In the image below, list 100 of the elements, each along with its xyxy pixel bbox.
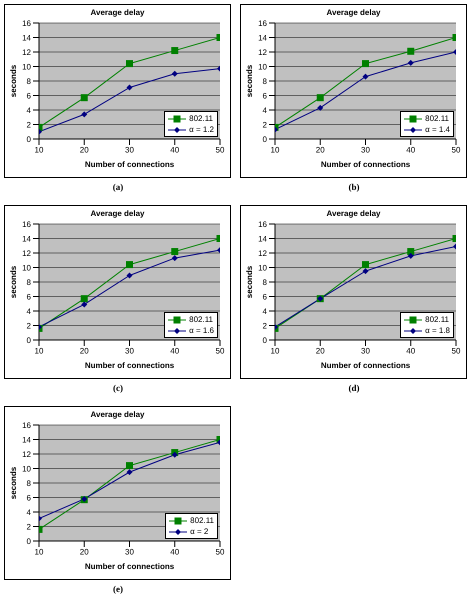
- point: [172, 255, 178, 262]
- y-tick-label: 2: [26, 522, 32, 532]
- x-tick-label: 20: [80, 548, 90, 557]
- x-tick-label: 10: [34, 146, 44, 155]
- y-axis-title: seconds: [244, 64, 254, 98]
- point: [362, 74, 368, 80]
- point: [408, 252, 414, 259]
- y-axis-title: seconds: [8, 64, 18, 98]
- point: [407, 248, 414, 256]
- y-tick-label: 14: [258, 33, 268, 42]
- point: [362, 60, 369, 68]
- y-tick-label: 6: [26, 493, 32, 502]
- legend-label: 802.11: [189, 314, 213, 324]
- point: [126, 261, 133, 268]
- y-tick-label: 4: [26, 306, 32, 316]
- x-tick-label: 40: [406, 146, 416, 155]
- x-tick-label: 10: [34, 548, 44, 557]
- y-axis-title: seconds: [8, 466, 18, 500]
- y-tick-label: 12: [22, 248, 32, 258]
- y-tick-label: 16: [22, 220, 32, 229]
- x-axis-title: Number of connections: [84, 562, 175, 571]
- x-tick-label: 40: [170, 548, 180, 557]
- x-axis-title: Number of connections: [84, 361, 175, 370]
- x-tick-label: 20: [80, 146, 90, 155]
- chart-title: Average delay: [90, 410, 146, 419]
- y-tick-label: 2: [26, 120, 32, 130]
- point: [171, 248, 178, 256]
- x-tick-label: 50: [216, 146, 225, 155]
- point: [126, 84, 132, 91]
- point: [172, 452, 178, 458]
- y-tick-label: 6: [26, 292, 32, 302]
- y-tick-label: 6: [262, 292, 268, 302]
- point: [126, 60, 133, 68]
- y-tick-label: 0: [26, 536, 32, 546]
- y-axis-title: seconds: [244, 265, 254, 298]
- point: [316, 94, 324, 102]
- point: [81, 111, 88, 118]
- legend-label: α = 1.6: [189, 326, 214, 336]
- y-tick-label: 8: [262, 76, 268, 86]
- point: [171, 47, 178, 54]
- y-tick-label: 14: [258, 234, 268, 244]
- text: (a): [112, 182, 124, 192]
- point: [407, 48, 414, 55]
- point: [81, 301, 88, 308]
- y-tick-label: 16: [22, 18, 32, 28]
- chart-title: Average delay: [90, 209, 146, 218]
- x-tick-label: 10: [270, 346, 280, 356]
- y-tick-label: 8: [262, 278, 268, 287]
- x-axis-title: Number of connections: [320, 361, 411, 370]
- x-tick-label: 30: [125, 146, 134, 155]
- point: [172, 70, 178, 77]
- x-tick-label: 10: [34, 346, 44, 356]
- x-axis-title: Number of connections: [84, 160, 175, 169]
- text: (c): [112, 383, 124, 393]
- x-tick-label: 30: [125, 346, 134, 356]
- legend-label: 802.11: [189, 114, 213, 124]
- x-tick-label: 30: [361, 346, 370, 356]
- text: (d): [348, 383, 360, 393]
- y-tick-label: 12: [258, 48, 268, 57]
- y-tick-label: 2: [26, 321, 32, 330]
- legend-label: 802.11: [425, 314, 449, 324]
- point: [80, 295, 88, 302]
- y-tick-label: 4: [262, 106, 268, 115]
- y-tick-label: 10: [22, 62, 32, 72]
- y-tick-label: 2: [262, 120, 268, 130]
- x-tick-label: 20: [316, 346, 326, 356]
- x-tick-label: 40: [406, 346, 416, 356]
- x-tick-label: 10: [270, 146, 280, 155]
- x-tick-label: 40: [170, 146, 180, 155]
- point: [126, 469, 132, 476]
- y-tick-label: 16: [258, 18, 268, 28]
- text: (b): [348, 182, 360, 192]
- x-tick-label: 30: [361, 146, 370, 155]
- point: [362, 268, 368, 274]
- y-tick-label: 12: [22, 450, 32, 459]
- y-tick-label: 12: [22, 48, 32, 57]
- y-tick-label: 16: [22, 420, 32, 430]
- point: [408, 60, 414, 66]
- legend-label: α = 1.4: [425, 124, 450, 134]
- chart-title: Average delay: [90, 8, 146, 17]
- y-tick-label: 14: [22, 234, 32, 244]
- y-tick-label: 6: [26, 91, 32, 100]
- x-axis-title: Number of connections: [320, 160, 411, 169]
- point: [317, 104, 324, 111]
- y-tick-label: 4: [26, 508, 32, 517]
- y-tick-label: 4: [26, 106, 32, 115]
- x-tick-label: 50: [216, 346, 225, 356]
- legend-label: α = 1.8: [425, 326, 450, 336]
- chart-title: Average delay: [326, 8, 382, 17]
- legend-label: α = 1.2: [189, 124, 214, 134]
- x-tick-label: 30: [125, 548, 134, 557]
- y-tick-label: 0: [262, 134, 268, 144]
- chart-title: Average delay: [326, 209, 382, 218]
- y-tick-label: 10: [22, 464, 32, 474]
- y-tick-label: 0: [26, 134, 32, 144]
- y-tick-label: 10: [258, 263, 268, 272]
- text: (e): [112, 584, 124, 594]
- y-tick-label: 2: [262, 321, 268, 330]
- x-tick-label: 50: [452, 146, 461, 155]
- y-tick-label: 4: [262, 306, 268, 316]
